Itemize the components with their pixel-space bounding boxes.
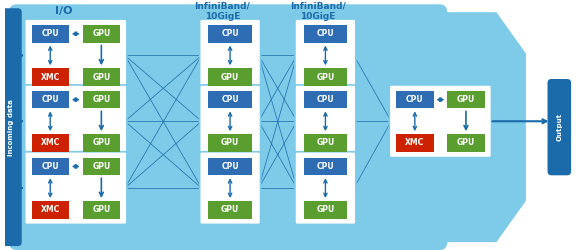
FancyBboxPatch shape (25, 152, 127, 224)
FancyBboxPatch shape (390, 85, 492, 158)
Text: CPU: CPU (221, 162, 239, 171)
Text: GPU: GPU (221, 138, 239, 147)
Text: GPU: GPU (92, 205, 110, 214)
Bar (83, 25, 120, 43)
Bar (304, 134, 347, 152)
Bar (304, 158, 347, 175)
Bar (208, 201, 252, 218)
Bar (304, 68, 347, 86)
Polygon shape (359, 12, 526, 242)
Bar (208, 68, 252, 86)
Text: CPU: CPU (41, 95, 59, 104)
Bar (83, 158, 120, 175)
Bar (32, 134, 69, 152)
FancyBboxPatch shape (200, 85, 260, 158)
Text: GPU: GPU (92, 162, 110, 171)
Bar (83, 201, 120, 218)
FancyBboxPatch shape (25, 85, 127, 158)
Bar (32, 91, 69, 108)
Bar (208, 91, 252, 108)
Bar (32, 68, 69, 86)
FancyBboxPatch shape (9, 4, 447, 250)
Text: GPU: GPU (221, 205, 239, 214)
Text: XMC: XMC (405, 138, 425, 147)
Text: CPU: CPU (41, 162, 59, 171)
Bar (208, 158, 252, 175)
Bar (208, 134, 252, 152)
Bar (83, 91, 120, 108)
Bar (396, 134, 433, 152)
Bar (447, 134, 485, 152)
Text: GPU: GPU (92, 95, 110, 104)
Text: XMC: XMC (41, 72, 60, 82)
Text: GPU: GPU (317, 72, 335, 82)
FancyBboxPatch shape (1, 8, 22, 246)
Text: GPU: GPU (92, 72, 110, 82)
Text: CPU: CPU (317, 29, 334, 38)
Bar (32, 25, 69, 43)
Text: CPU: CPU (41, 29, 59, 38)
Text: InfiniBand/
10GigE: InfiniBand/ 10GigE (290, 2, 345, 21)
Text: InfiniBand/
10GigE: InfiniBand/ 10GigE (194, 2, 250, 21)
Text: I/O: I/O (55, 6, 73, 16)
Text: CPU: CPU (317, 162, 334, 171)
FancyBboxPatch shape (200, 152, 260, 224)
Text: GPU: GPU (221, 72, 239, 82)
Text: GPU: GPU (92, 138, 110, 147)
Bar (32, 158, 69, 175)
FancyBboxPatch shape (200, 19, 260, 92)
Bar (447, 91, 485, 108)
Text: CPU: CPU (406, 95, 423, 104)
Text: CPU: CPU (317, 95, 334, 104)
Text: CPU: CPU (221, 29, 239, 38)
FancyBboxPatch shape (25, 19, 127, 92)
Text: XMC: XMC (41, 138, 60, 147)
FancyBboxPatch shape (548, 79, 571, 175)
Text: GPU: GPU (92, 29, 110, 38)
Text: GPU: GPU (457, 138, 475, 147)
Bar (304, 25, 347, 43)
Bar (208, 25, 252, 43)
Text: GPU: GPU (317, 138, 335, 147)
Bar (304, 201, 347, 218)
Bar (32, 201, 69, 218)
FancyBboxPatch shape (295, 19, 356, 92)
Bar (304, 91, 347, 108)
FancyBboxPatch shape (295, 152, 356, 224)
Bar (396, 91, 433, 108)
Text: GPU: GPU (317, 205, 335, 214)
Bar (83, 134, 120, 152)
Text: CPU: CPU (221, 95, 239, 104)
Text: GPU: GPU (457, 95, 475, 104)
FancyBboxPatch shape (295, 85, 356, 158)
Bar (83, 68, 120, 86)
Text: Output: Output (557, 113, 562, 141)
Text: XMC: XMC (41, 205, 60, 214)
Text: Incoming data: Incoming data (8, 99, 15, 156)
